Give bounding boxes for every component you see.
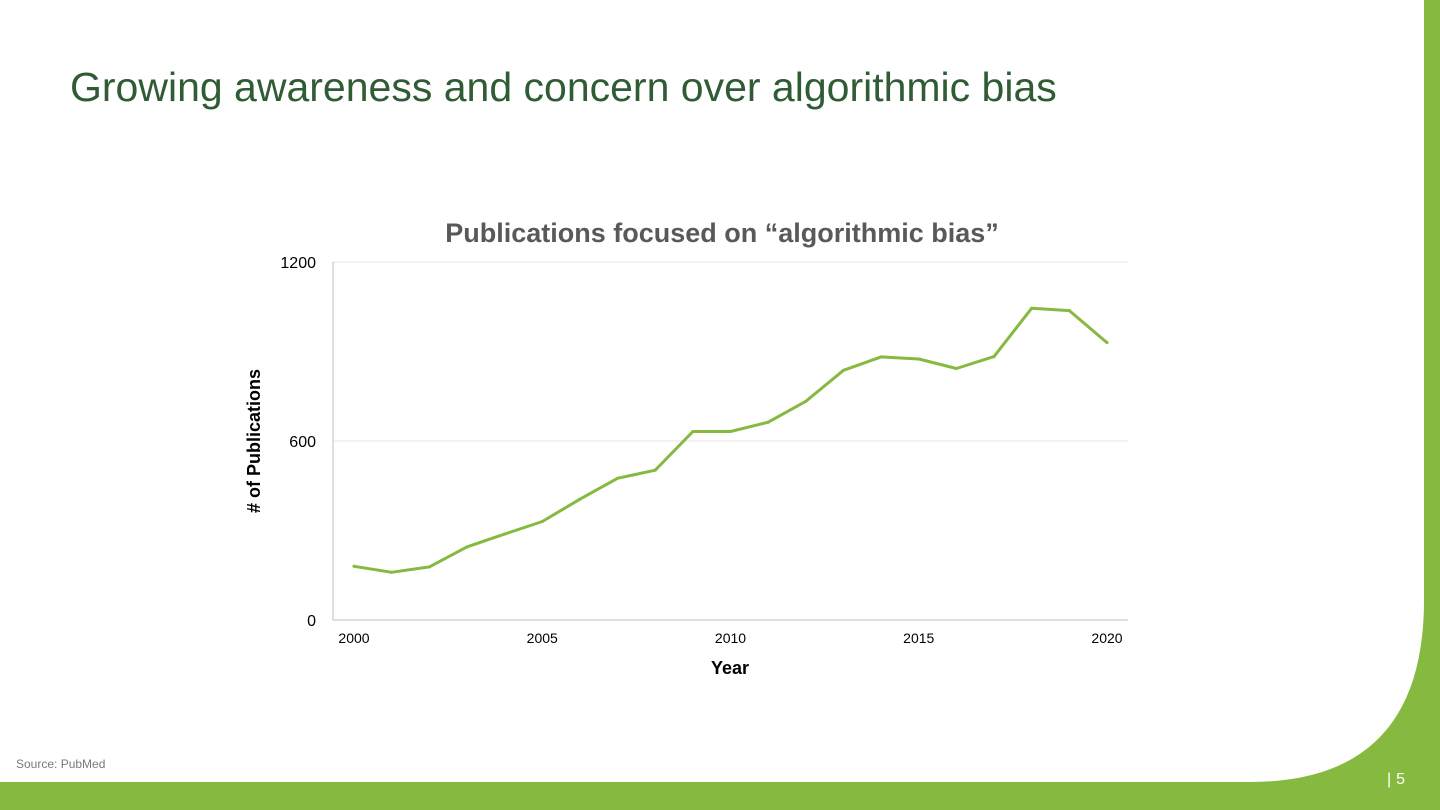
y-axis-label: # of Publications: [244, 369, 264, 513]
x-tick-label: 2005: [527, 630, 558, 646]
data-series: [352, 306, 1109, 574]
data-point: [879, 355, 883, 359]
page-number: | 5: [1387, 771, 1405, 789]
data-point: [1030, 306, 1034, 310]
y-tick-label: 1200: [280, 255, 316, 272]
x-tick-label: 2000: [338, 630, 369, 646]
page-number-separator: |: [1387, 771, 1392, 788]
data-point: [616, 476, 620, 480]
data-point: [1067, 309, 1071, 313]
axes: [332, 262, 1128, 621]
data-point: [804, 399, 808, 403]
data-point: [540, 520, 544, 524]
x-axis-label: Year: [711, 658, 749, 678]
data-point: [1105, 341, 1109, 345]
data-point: [954, 367, 958, 371]
page-number-value: 5: [1396, 771, 1406, 788]
source-note: Source: PubMed: [16, 757, 106, 771]
data-point: [427, 565, 431, 569]
data-point: [390, 570, 394, 574]
y-tick-label: 0: [307, 613, 316, 630]
y-tick-label: 600: [289, 434, 316, 451]
grid-lines: [333, 261, 1128, 442]
data-point: [503, 532, 507, 536]
x-tick-label: 2015: [903, 630, 934, 646]
data-point: [691, 429, 695, 433]
tick-labels: 0 600 1200 2000 2005 2010 2015 2020: [280, 255, 1122, 646]
data-point: [766, 420, 770, 424]
data-point: [352, 564, 356, 568]
data-point: [465, 545, 469, 549]
data-point: [578, 497, 582, 501]
chart-title: Publications focused on “algorithmic bia…: [445, 218, 999, 248]
x-tick-label: 2020: [1091, 630, 1122, 646]
data-point: [729, 429, 732, 433]
x-tick-label: 2010: [715, 630, 746, 646]
data-point: [841, 368, 845, 372]
data-point: [653, 468, 657, 472]
data-point: [992, 355, 996, 359]
slide-title: Growing awareness and concern over algor…: [70, 64, 1057, 110]
data-point: [917, 357, 921, 361]
series-line: [352, 306, 1109, 574]
